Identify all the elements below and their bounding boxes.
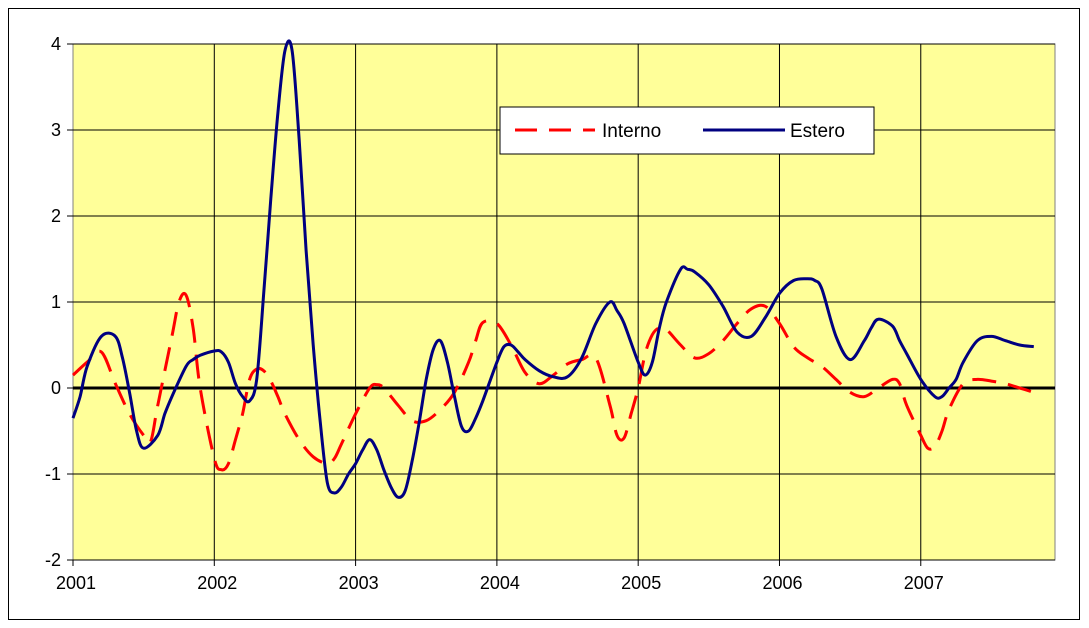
y-tick-label: 4 — [51, 34, 61, 54]
x-tick-label: 2007 — [904, 573, 944, 593]
series-line-estero — [71, 39, 1034, 499]
x-tick-label: 2003 — [339, 573, 379, 593]
y-tick-label: -1 — [45, 464, 61, 484]
y-tick-label: 1 — [51, 292, 61, 312]
x-tick-label: 2005 — [621, 573, 661, 593]
x-tick-label: 2001 — [56, 573, 96, 593]
y-tick-label: 2 — [51, 206, 61, 226]
x-tick-label: 2002 — [197, 573, 237, 593]
y-tick-label: 3 — [51, 120, 61, 140]
legend: Interno Estero — [499, 106, 875, 155]
x-tick-label: 2004 — [480, 573, 520, 593]
y-tick-label: -2 — [45, 550, 61, 570]
y-tick-label: 0 — [51, 378, 61, 398]
legend-label-estero: Estero — [790, 121, 845, 142]
x-tick-label: 2006 — [762, 573, 802, 593]
legend-label-interno: Interno — [602, 121, 661, 142]
series-line-interno — [72, 291, 1035, 472]
